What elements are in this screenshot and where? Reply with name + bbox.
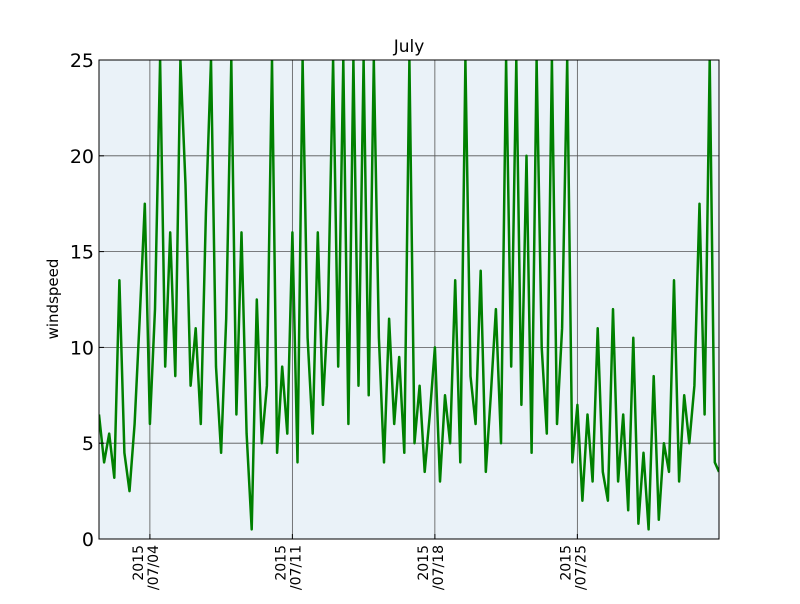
- y-tick-label: 0: [82, 529, 94, 551]
- y-axis-label: windspeed: [44, 259, 62, 340]
- y-tick-label: 5: [82, 433, 94, 455]
- series-line-windspeed: [99, 60, 719, 531]
- y-tick-label: 10: [70, 337, 94, 359]
- x-tick-label: 2015/07/18: [416, 545, 447, 590]
- chart-title: July: [393, 37, 425, 57]
- y-tick-label: 25: [70, 50, 94, 72]
- x-tick-label: 2015/07/25: [558, 545, 589, 590]
- y-axis-ticks: 0 5 10 15 20 25: [70, 50, 104, 551]
- x-tick-label: 2015/07/04: [131, 545, 162, 590]
- series-layer: [99, 60, 719, 531]
- x-axis-ticks: 2015/07/04 2015/07/11 2015/07/18 2015/07/25: [131, 534, 589, 590]
- y-tick-label: 20: [70, 146, 94, 168]
- plot-frame: [98, 59, 720, 540]
- y-tick-label: 15: [70, 242, 94, 264]
- x-tick-label: 2015/07/11: [273, 545, 304, 590]
